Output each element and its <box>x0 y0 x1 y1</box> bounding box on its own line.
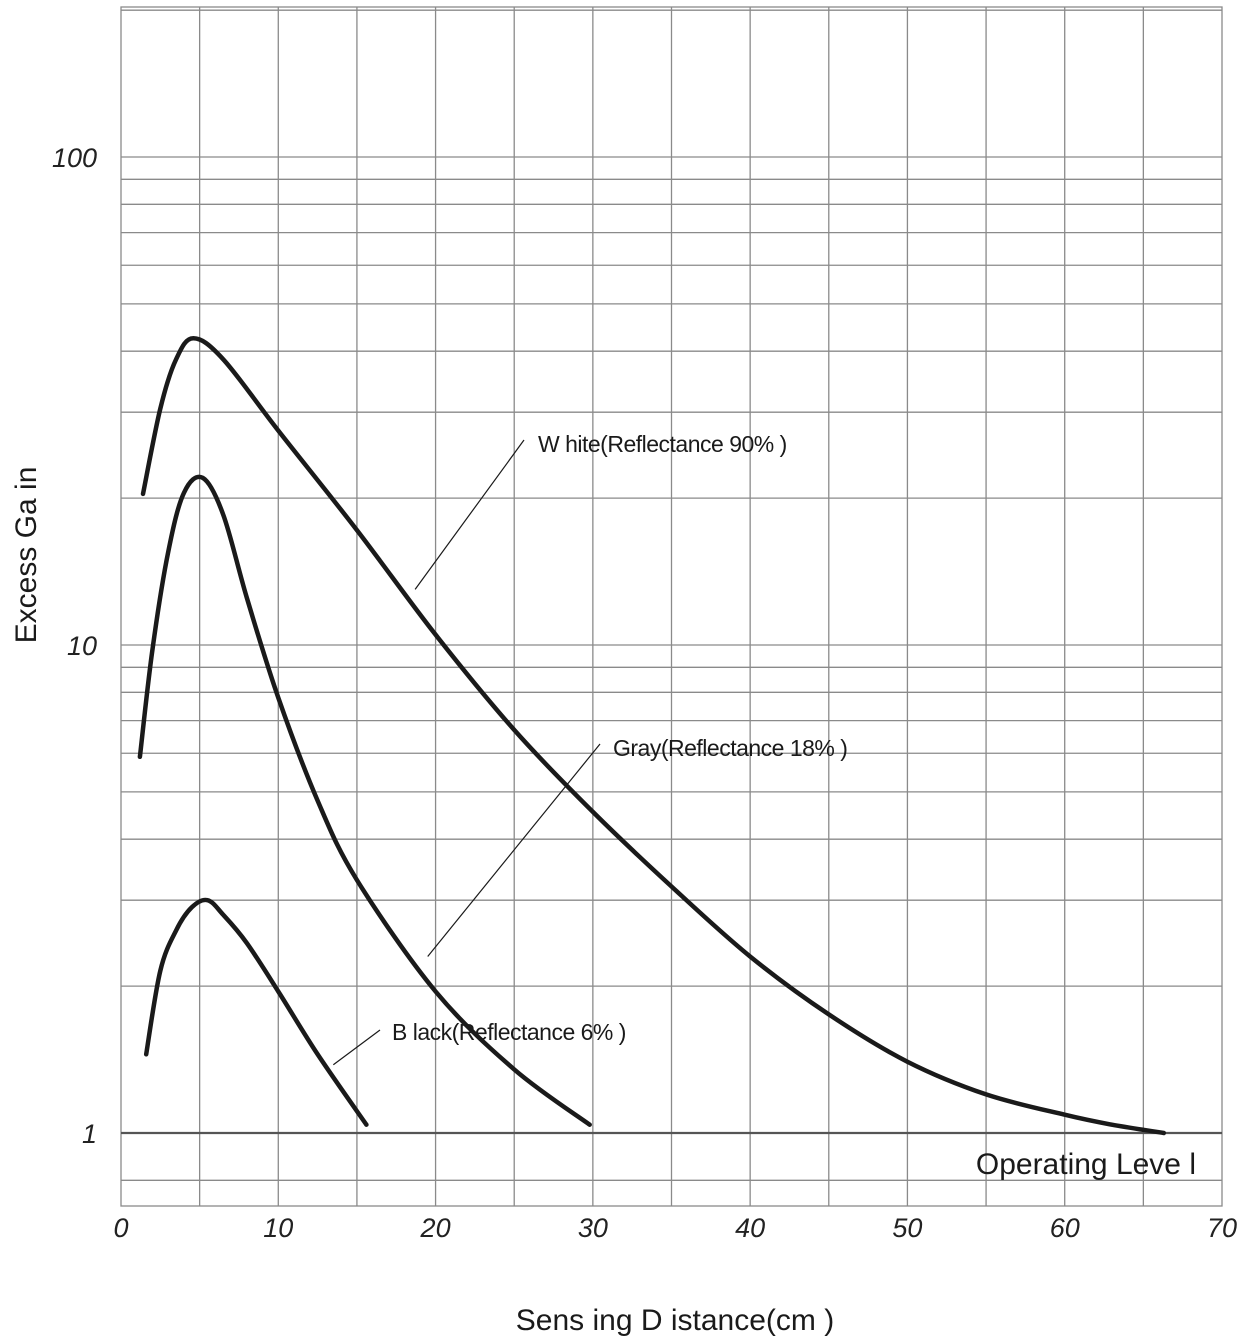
plot-labels: W hite(Reflectance 90% ) Gray(Reflectance… <box>10 143 1237 1337</box>
x-tick-label: 10 <box>263 1213 293 1243</box>
plot-curves <box>137 336 1167 1136</box>
x-axis-title: Sens ing D istance(cm ) <box>516 1304 834 1337</box>
x-tick-label: 30 <box>578 1213 608 1243</box>
operating-level-label: Operating Leve l <box>976 1148 1196 1181</box>
white-leader-line <box>414 439 525 590</box>
black-series-label: B lack(Reflectance 6% ) <box>392 1019 626 1045</box>
gray-curve <box>137 474 592 1127</box>
plot-grid <box>120 6 1223 1207</box>
leader-lines <box>332 439 601 1066</box>
y-tick-label: 10 <box>67 631 97 661</box>
y-tick-label: 1 <box>82 1119 97 1149</box>
x-tick-label: 70 <box>1207 1213 1237 1243</box>
white-curve <box>140 336 1167 1136</box>
white-series-label: W hite(Reflectance 90% ) <box>538 431 787 457</box>
gray-series-label: Gray(Reflectance 18% ) <box>613 735 847 761</box>
y-tick-label: 100 <box>52 143 97 173</box>
x-tick-label: 50 <box>892 1213 922 1243</box>
x-tick-label: 40 <box>735 1213 765 1243</box>
y-axis-title: Excess Ga in <box>10 467 43 644</box>
gray-leader-line <box>427 743 601 957</box>
x-tick-label: 60 <box>1050 1213 1080 1243</box>
black-leader-line <box>332 1029 381 1066</box>
x-tick-label: 0 <box>113 1213 128 1243</box>
x-tick-label: 20 <box>420 1213 451 1243</box>
black-curve <box>143 897 369 1127</box>
